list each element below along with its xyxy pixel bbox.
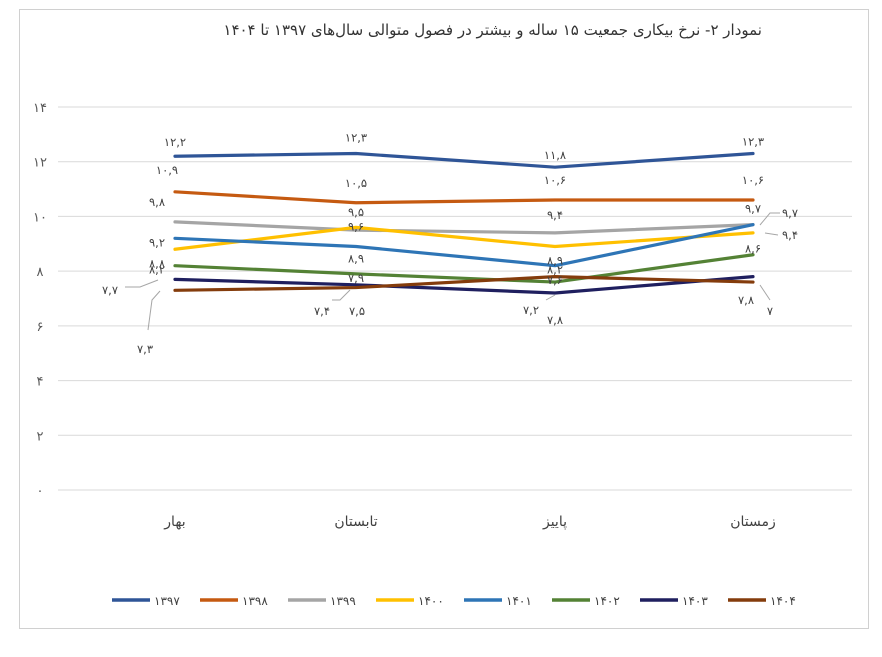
data-label: ۹,۸ [149, 195, 165, 209]
series-line [173, 220, 755, 235]
series-line [173, 190, 755, 205]
data-label: ۷,۹ [348, 271, 364, 285]
data-label: ۹,۴ [782, 228, 798, 242]
chart-frame [19, 9, 869, 629]
data-label: ۱۱,۸ [544, 148, 566, 162]
series-line [173, 225, 755, 251]
leader-line [147, 290, 161, 331]
data-label: ۸,۹ [547, 254, 563, 268]
leader-line [759, 212, 780, 226]
series-line [173, 223, 755, 268]
data-label: ۹,۷ [782, 206, 798, 220]
data-label: ۸,۶ [745, 242, 761, 256]
data-label: ۱۰,۶ [544, 173, 566, 187]
legend-label: ۱۳۹۸ [242, 594, 268, 608]
series-line [173, 275, 755, 292]
data-label: ۹,۴ [547, 208, 563, 222]
data-label: ۱۲,۳ [742, 135, 764, 149]
data-label: ۱۰,۶ [742, 173, 764, 187]
leader-line [764, 232, 779, 236]
y-tick-label: ۱۴ [33, 101, 47, 116]
series-line [173, 275, 755, 295]
y-tick-label: ۲ [37, 429, 44, 444]
x-category-label: تابستان [334, 514, 377, 530]
leader-line [332, 289, 351, 301]
data-label: ۹,۶ [348, 219, 364, 233]
x-category-label: زمستان [730, 514, 776, 530]
data-label: ۷,۶ [547, 273, 563, 287]
data-label: ۷,۷ [102, 283, 118, 297]
y-tick-label: ۱۲ [33, 156, 47, 171]
data-label: ۷,۴ [314, 304, 330, 318]
data-label: ۹,۲ [149, 235, 165, 249]
y-tick-label: ۶ [37, 320, 44, 335]
x-category-label: پاییز [542, 514, 567, 530]
legend-label: ۱۴۰۲ [594, 594, 620, 608]
legend-label: ۱۳۹۷ [154, 594, 180, 608]
leader-line [759, 284, 771, 301]
y-tick-label: ۴ [37, 375, 44, 390]
leader-line [545, 294, 556, 301]
data-label: ۷,۳ [137, 342, 153, 356]
data-label: ۱۲,۲ [164, 135, 186, 149]
data-label: ۹,۵ [348, 205, 364, 219]
data-label: ۱۲,۳ [345, 131, 367, 145]
data-label: ۱۰,۹ [156, 163, 178, 177]
series-line [173, 253, 755, 284]
data-label: ۸,۸ [149, 256, 165, 270]
data-label: ۷,۸ [547, 313, 563, 327]
data-label: ۷ [767, 304, 773, 318]
x-category-label: بهار [163, 514, 185, 530]
y-tick-label: ۱۰ [33, 210, 47, 225]
data-label: ۱۰,۵ [345, 176, 367, 190]
legend-label: ۱۴۰۴ [770, 594, 796, 608]
chart-title: نمودار ۲- نرخ بیکاری جمعیت ۱۵ ساله و بیش… [223, 21, 762, 39]
legend-label: ۱۴۰۰ [418, 594, 444, 608]
data-label: ۸,۲ [149, 263, 165, 277]
y-tick-label: ۸ [37, 265, 44, 280]
data-label: ۸,۲ [547, 263, 563, 277]
legend-label: ۱۴۰۱ [506, 594, 532, 608]
data-label: ۷,۲ [523, 303, 539, 317]
series-line [173, 151, 755, 169]
data-label: ۷,۸ [738, 293, 754, 307]
data-label: ۷,۵ [349, 304, 365, 318]
data-label: ۸,۹ [348, 252, 364, 266]
y-tick-label: ۰ [37, 484, 44, 499]
data-label: ۹,۷ [745, 202, 761, 216]
leader-line [125, 279, 159, 288]
legend-label: ۱۳۹۹ [330, 594, 356, 608]
legend-label: ۱۴۰۳ [682, 594, 708, 608]
